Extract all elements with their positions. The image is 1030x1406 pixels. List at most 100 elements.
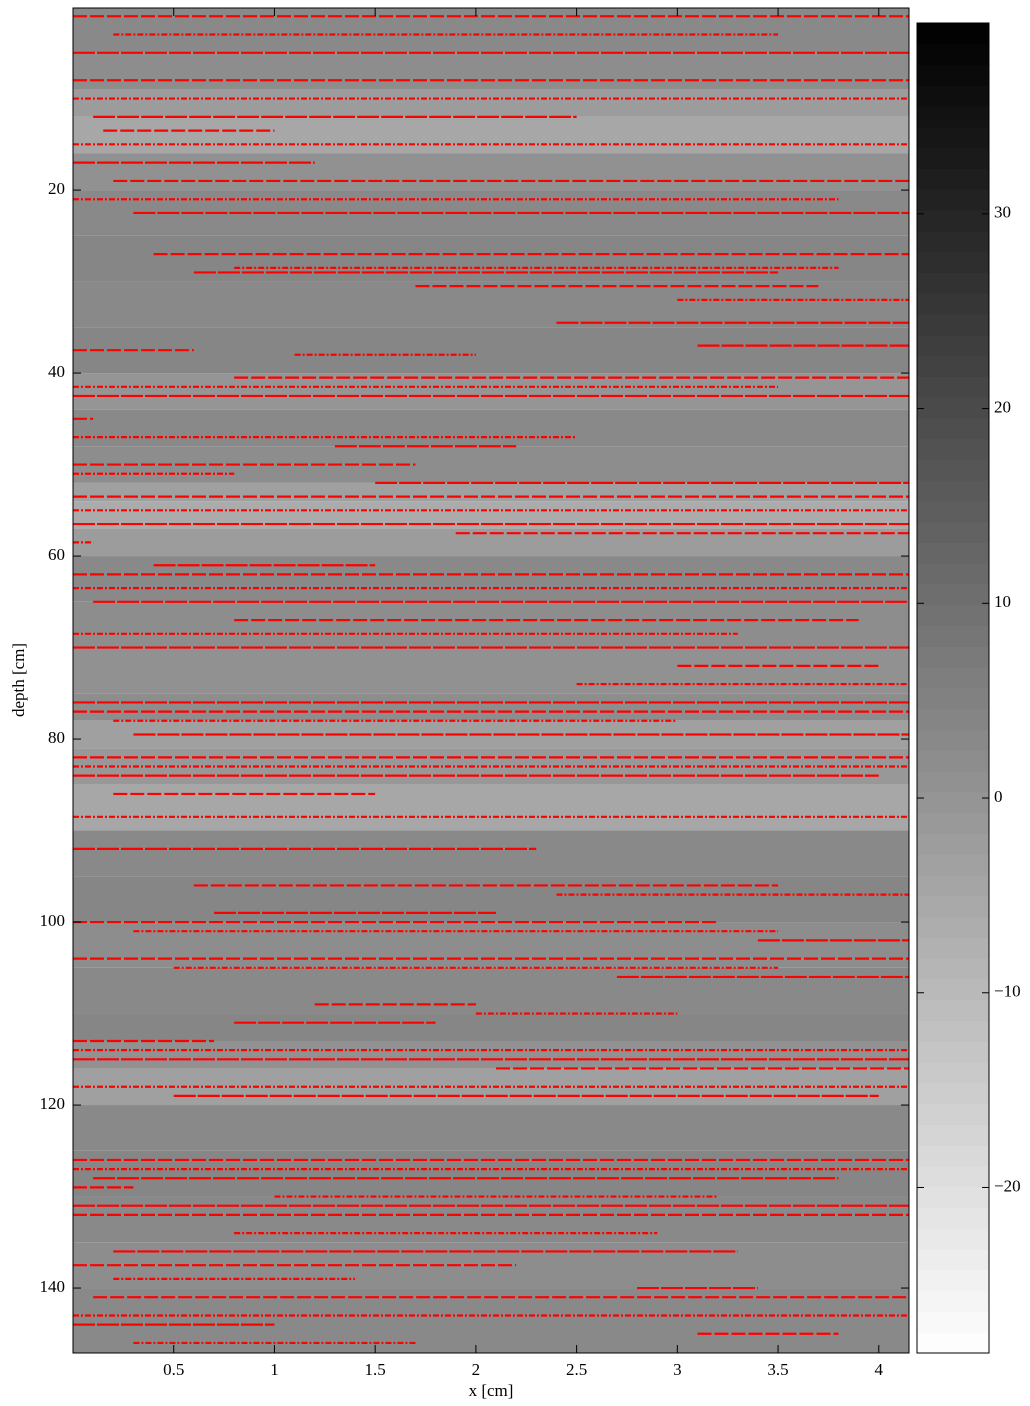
colorbar-step — [917, 355, 989, 377]
colorbar-step — [917, 1145, 989, 1167]
heatmap-strip — [73, 647, 909, 694]
colorbar-step — [917, 1207, 989, 1229]
colorbar-step — [917, 563, 989, 585]
colorbar-step — [917, 438, 989, 460]
colorbar-step — [917, 500, 989, 523]
colorbar-step — [917, 729, 989, 751]
colorbar-step — [917, 480, 989, 502]
colorbar-step — [917, 916, 989, 938]
heatmap-strip — [73, 1150, 909, 1197]
colorbar: −20 −10 0 10 20 30 — [916, 22, 1021, 1354]
colorbar-step — [917, 1311, 989, 1333]
colorbar-step — [917, 334, 989, 356]
heatmap-strip — [73, 8, 909, 53]
colorbar-step — [917, 126, 989, 149]
colorbar-step — [917, 667, 989, 689]
y-tick-label: 60 — [48, 545, 65, 564]
y-tick-label: 80 — [48, 728, 65, 747]
colorbar-step — [917, 750, 989, 772]
colorbar-tick-label: −10 — [994, 982, 1021, 1001]
heatmap-strip — [73, 556, 909, 602]
heatmap-strip — [73, 482, 909, 502]
heatmap-strip — [73, 1105, 909, 1151]
colorbar-step — [917, 85, 989, 107]
plot-frame — [72, 7, 910, 1354]
heatmap-strip — [73, 116, 909, 154]
heatmap-strip — [73, 784, 909, 831]
colorbar-step — [917, 978, 989, 1001]
colorbar-step — [917, 646, 989, 668]
colorbar-step — [917, 1103, 989, 1125]
heatmap-strip — [73, 693, 909, 721]
x-tick-label: 0.5 — [163, 1360, 184, 1379]
colorbar-step — [917, 521, 989, 544]
x-tick-label: 4 — [875, 1360, 884, 1379]
colorbar-step — [917, 1062, 989, 1084]
heatmap-strip — [73, 327, 909, 374]
heatmap-strip — [73, 830, 909, 877]
heatmap-strip — [73, 876, 909, 923]
colorbar-frame — [916, 22, 990, 1354]
colorbar-step — [917, 895, 989, 918]
colorbar-step — [917, 875, 989, 897]
heatmap-strip — [73, 1013, 909, 1041]
heatmap-strip — [73, 1040, 909, 1069]
colorbar-tick-label: 10 — [994, 592, 1011, 611]
heatmap-strip — [73, 52, 909, 90]
x-axis-label: x [cm] — [469, 1381, 514, 1400]
colorbar-step — [917, 1228, 989, 1250]
heatmap-strip — [73, 281, 909, 328]
colorbar-tick-label: 20 — [994, 397, 1011, 416]
x-tick-label: 1 — [270, 1360, 279, 1379]
colorbar-step — [917, 23, 989, 45]
axes: 0.5 1 1.5 2 2.5 3 3.5 4 20 40 60 80 100 120 140 — [40, 7, 910, 1379]
colorbar-step — [917, 1186, 989, 1209]
colorbar-step — [917, 64, 989, 86]
x-tick-label: 2 — [472, 1360, 481, 1379]
y-tick-label: 140 — [40, 1277, 66, 1296]
y-axis-label: depth [cm] — [9, 643, 28, 717]
colorbar-step — [917, 1041, 989, 1063]
heatmap-strip — [73, 1196, 909, 1243]
colorbar-step — [917, 688, 989, 710]
traces — [73, 15, 909, 1345]
colorbar-step — [917, 272, 989, 294]
colorbar-step — [917, 625, 989, 647]
colorbar-step — [917, 854, 989, 876]
colorbar-step — [917, 313, 989, 336]
x-tick-label: 3.5 — [767, 1360, 788, 1379]
colorbar-step — [917, 1249, 989, 1271]
colorbar-step — [917, 708, 989, 731]
y-tick-label: 120 — [40, 1094, 66, 1113]
colorbar-step — [917, 833, 989, 855]
colorbar-tick-label: 30 — [994, 203, 1011, 222]
colorbar-step — [917, 999, 989, 1021]
colorbar-step — [917, 43, 989, 66]
colorbar-step — [917, 417, 989, 440]
colorbar-step — [917, 376, 989, 398]
y-tick-label: 40 — [48, 362, 65, 381]
colorbar-step — [917, 168, 989, 190]
colorbar-step — [917, 106, 989, 128]
colorbar-step — [917, 584, 989, 606]
colorbar-step — [917, 251, 989, 273]
colorbar-step — [917, 210, 989, 232]
colorbar-tick-label: −20 — [994, 1176, 1021, 1195]
colorbar-step — [917, 604, 989, 627]
colorbar-step — [917, 1124, 989, 1146]
heatmap-strip — [73, 373, 909, 410]
heatmap-image — [73, 8, 909, 1353]
y-tick-label: 100 — [40, 911, 66, 930]
colorbar-step — [917, 812, 989, 834]
colorbar-step — [917, 397, 989, 419]
heatmap-strip — [73, 601, 909, 648]
colorbar-step — [917, 1332, 989, 1354]
heatmap-strip — [73, 1288, 909, 1353]
heatmap-strip — [73, 89, 909, 117]
x-tick-label: 2.5 — [566, 1360, 587, 1379]
x-tick-label: 3 — [673, 1360, 682, 1379]
heatmap-strip — [73, 922, 909, 968]
y-tick-label: 20 — [48, 179, 65, 198]
colorbar-step — [917, 230, 989, 253]
